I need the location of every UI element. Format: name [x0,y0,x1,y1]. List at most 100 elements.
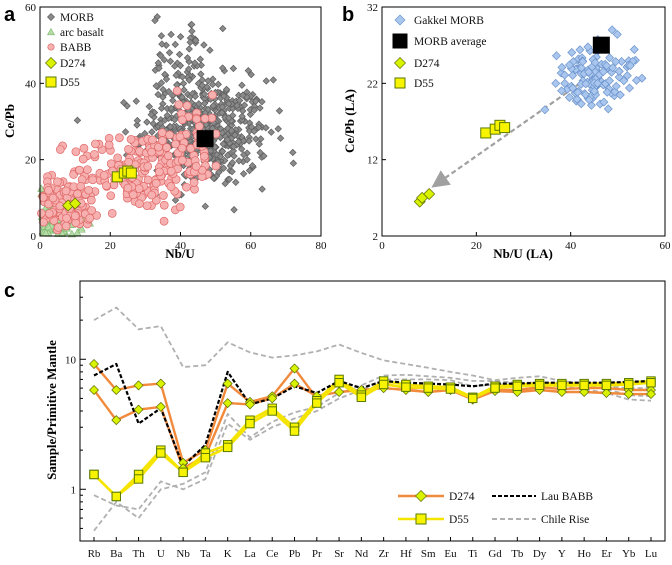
legend-a-d55: D55 [60,77,80,89]
point-a-morb [275,107,284,115]
line-c-chile-rise [93,373,652,532]
point-c-d274 [267,393,278,404]
point-c-d55 [133,474,144,484]
point-a-morb [159,85,167,94]
panel-a-letter: a [4,4,16,26]
point-a-morb [148,128,156,136]
legend-c-d55: D55 [449,514,469,526]
point-a-babb [55,145,65,154]
legend-a-morb-marker [47,13,55,21]
point-b-gakkel-morb [557,86,567,96]
point-b-gakkel-morb [564,60,574,70]
point-b-d274 [423,188,436,201]
point-a-babb [147,190,157,200]
point-c-d274 [155,378,166,389]
tick-label-c-y: 10 [65,354,77,366]
point-a-morb [240,101,249,109]
point-c-d55 [512,381,523,391]
point-a-morb [219,140,227,148]
point-c-d274 [244,399,255,410]
point-a-morb [200,99,209,108]
legend-c-chile-rise: Chile Rise [541,514,589,526]
point-b-gakkel-morb [625,61,635,71]
point-c-d55 [89,469,99,480]
point-a-babb [200,114,210,123]
point-c-d55 [557,380,567,391]
point-a-morb [228,167,236,176]
point-a-morb [121,128,130,136]
point-b-gakkel-morb [567,47,577,57]
point-c-d55 [200,452,211,463]
point-b-gakkel-morb [602,61,612,71]
point-a-morb [151,16,159,25]
point-a-morb [267,128,275,136]
point-a-morb [175,50,184,59]
point-a-babb [53,223,63,232]
point-a-morb [200,90,209,98]
point-a-morb [240,151,248,159]
point-c-d274 [646,389,656,400]
tick-label-c-x: Pb [289,548,301,560]
point-a-babb [171,139,180,149]
panel-a-axes: 0 20 40 60 80 0 20 40 60 [25,2,327,252]
point-b-gakkel-morb [614,66,624,76]
tick-label-c-x: U [157,548,165,560]
point-a-morb [225,175,234,183]
point-a-morb [274,125,282,133]
point-c-d274 [133,380,144,391]
point-a-morb [204,77,212,85]
point-a-babb [182,101,192,111]
point-a-morb [229,64,238,73]
point-a-morb [172,71,180,80]
point-a-morb [218,108,226,117]
point-a-morb [158,40,166,48]
point-a-morb [191,92,199,101]
panel-b-xlabel: Nb/U (LA) [493,246,553,261]
point-a-babb [208,90,217,100]
tick-label-c-x: Pr [312,548,322,560]
point-b-gakkel-morb [564,93,574,103]
point-a-morb [225,114,233,122]
point-a-morb [276,134,285,142]
point-a-babb [87,206,96,215]
point-a-morb [209,102,217,110]
point-a-babb [151,178,161,188]
point-a-morb [197,70,205,78]
tick-label-b-y: 32 [367,2,378,14]
point-a-morb [206,46,214,54]
point-c-d274 [289,363,300,374]
point-a-babb [177,143,187,153]
point-a-babb [61,221,71,231]
point-a-morb [229,142,238,151]
point-a-morb [247,70,255,79]
legend-c-d274-marker [415,490,427,502]
point-a-babb [79,143,89,153]
tick-label-c-x: Gd [488,548,502,560]
tick-label-c-x: Sr [334,548,344,560]
point-a-babb [159,200,169,210]
point-a-arc-basalt [77,225,86,233]
point-a-morb [235,157,243,165]
tick-label-c-x: Eu [444,548,457,560]
point-b-gakkel-morb [611,81,621,91]
point-c-d55 [222,442,233,453]
tick-label-b-y: 22 [367,78,378,90]
point-a-morb [254,123,263,132]
point-b-gakkel-morb [578,57,588,67]
point-a-morb [221,179,229,188]
point-a-morb [234,137,243,146]
point-a-d274 [69,197,82,210]
point-a-babb [48,193,58,203]
point-a-morb [166,123,175,131]
point-a-morb [169,96,177,105]
tick-label-c-x: Nb [176,548,190,560]
panel-a-ylabel: Ce/Pb [2,104,17,138]
point-a-morb [179,79,188,88]
point-c-d274 [155,401,166,412]
tick-label-b-y: 12 [367,155,378,167]
point-a-morb [262,124,270,132]
point-a-morb [289,148,297,157]
point-a-babb [73,189,82,199]
point-a-babb [106,191,116,201]
point-b-gakkel-morb [551,51,561,61]
